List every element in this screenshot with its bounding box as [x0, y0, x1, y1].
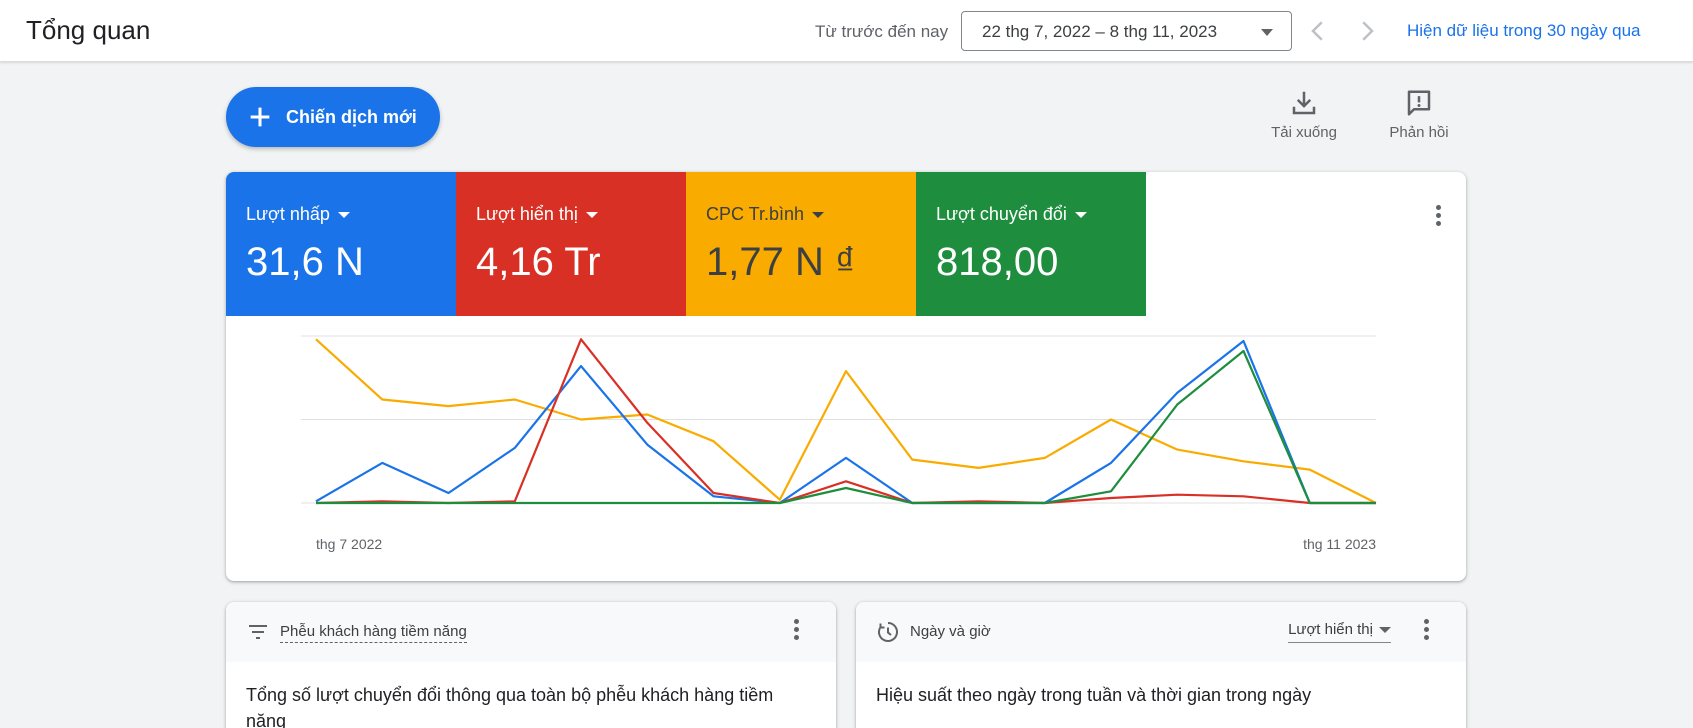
top-bar: Tổng quan Từ trước đến nay 22 thg 7, 202… [0, 0, 1693, 62]
x-axis-start-label: thg 7 2022 [316, 536, 382, 552]
date-range-value: 22 thg 7, 2022 – 8 thg 11, 2023 [982, 22, 1218, 41]
feedback-label: Phản hồi [1389, 124, 1449, 141]
day-time-card-title: Ngày và giờ [910, 623, 991, 640]
show-last-30-days-link[interactable]: Hiện dữ liệu trong 30 ngày qua [1407, 21, 1641, 40]
page-title: Tổng quan [26, 15, 151, 45]
metric-select-dropdown[interactable]: Lượt hiển thị [1288, 621, 1391, 643]
dropdown-caret-icon [337, 212, 350, 219]
chevron-right-icon [1362, 21, 1374, 41]
performance-line-chart: thg 7 2022 thg 11 2023 [301, 335, 1377, 552]
series-line-2 [315, 338, 1376, 505]
more-options-icon[interactable] [1426, 202, 1450, 234]
series-line-3 [316, 349, 1376, 505]
dropdown-caret-icon [812, 212, 825, 219]
funnel-card-description: Tổng số lượt chuyển đổi thông qua toàn b… [246, 685, 774, 728]
metric-select-value: Lượt hiển thị [1288, 621, 1373, 638]
metric-name-text: CPC Tr.bình [706, 204, 805, 224]
metric-tile-conversions[interactable]: Lượt chuyển đổi 818,00 [916, 172, 1146, 316]
metric-tile-clicks[interactable]: Lượt nhấp 31,6 N [226, 172, 456, 316]
plus-icon [250, 107, 270, 127]
funnel-card-header: Phễu khách hàng tiềm năng [226, 602, 836, 662]
funnel-card: Phễu khách hàng tiềm năng Tổng số lượt c… [226, 602, 836, 728]
day-time-card-description: Hiệu suất theo ngày trong tuần và thời g… [876, 685, 1312, 705]
overview-chart-card: Lượt nhấp 31,6 N Lượt hiển thị 4,16 Tr C… [226, 172, 1466, 581]
dropdown-caret-icon [1379, 627, 1391, 634]
feedback-icon [1407, 90, 1431, 116]
metric-tile-impressions[interactable]: Lượt hiển thị 4,16 Tr [456, 172, 686, 316]
metric-name: Lượt hiển thị [476, 204, 598, 225]
dropdown-caret-icon [1074, 212, 1087, 219]
chart-series [315, 338, 1377, 505]
day-time-card: Ngày và giờ Lượt hiển thị Hiệu suất theo… [856, 602, 1466, 728]
dropdown-caret-icon [585, 212, 598, 219]
metric-name: Lượt chuyển đổi [936, 204, 1087, 225]
metric-name-text: Lượt nhấp [246, 204, 330, 224]
more-options-icon[interactable] [784, 616, 808, 648]
download-icon [1292, 91, 1316, 115]
new-campaign-button[interactable]: Chiến dịch mới [226, 87, 440, 147]
chart-grid [301, 335, 1376, 504]
metric-value: 818,00 [936, 240, 1059, 284]
day-time-card-header: Ngày và giờ Lượt hiển thị [856, 602, 1466, 662]
series-line-0 [315, 338, 1377, 504]
metric-value: 31,6 N [246, 240, 364, 284]
schedule-icon [878, 622, 898, 642]
download-label: Tải xuống [1271, 124, 1337, 141]
next-period-button[interactable] [1352, 16, 1382, 46]
more-options-icon[interactable] [1414, 616, 1438, 648]
metric-value: 4,16 Tr [476, 240, 601, 284]
date-range-dropdown[interactable]: 22 thg 7, 2022 – 8 thg 11, 2023 [961, 11, 1292, 51]
x-axis-end-label: thg 11 2023 [1303, 536, 1376, 552]
metric-name-text: Lượt hiển thị [476, 204, 578, 224]
metric-name-text: Lượt chuyển đổi [936, 204, 1067, 224]
metric-tile-avg-cpc[interactable]: CPC Tr.bình 1,77 N ₫ [686, 172, 916, 316]
download-button[interactable]: Tải xuống [1259, 88, 1349, 148]
funnel-card-title[interactable]: Phễu khách hàng tiềm năng [280, 623, 467, 643]
feedback-button[interactable]: Phản hồi [1374, 88, 1464, 148]
date-range-label: Từ trước đến nay [815, 22, 949, 41]
metric-value: 1,77 N ₫ [706, 240, 856, 284]
chevron-left-icon [1311, 21, 1323, 41]
new-campaign-label: Chiến dịch mới [286, 107, 417, 127]
filter-icon [249, 625, 267, 639]
previous-period-button[interactable] [1303, 16, 1333, 46]
metric-name: CPC Tr.bình [706, 204, 825, 225]
metric-name: Lượt nhấp [246, 204, 350, 225]
series-line-1 [315, 339, 1376, 505]
dropdown-caret-icon [1261, 29, 1273, 36]
